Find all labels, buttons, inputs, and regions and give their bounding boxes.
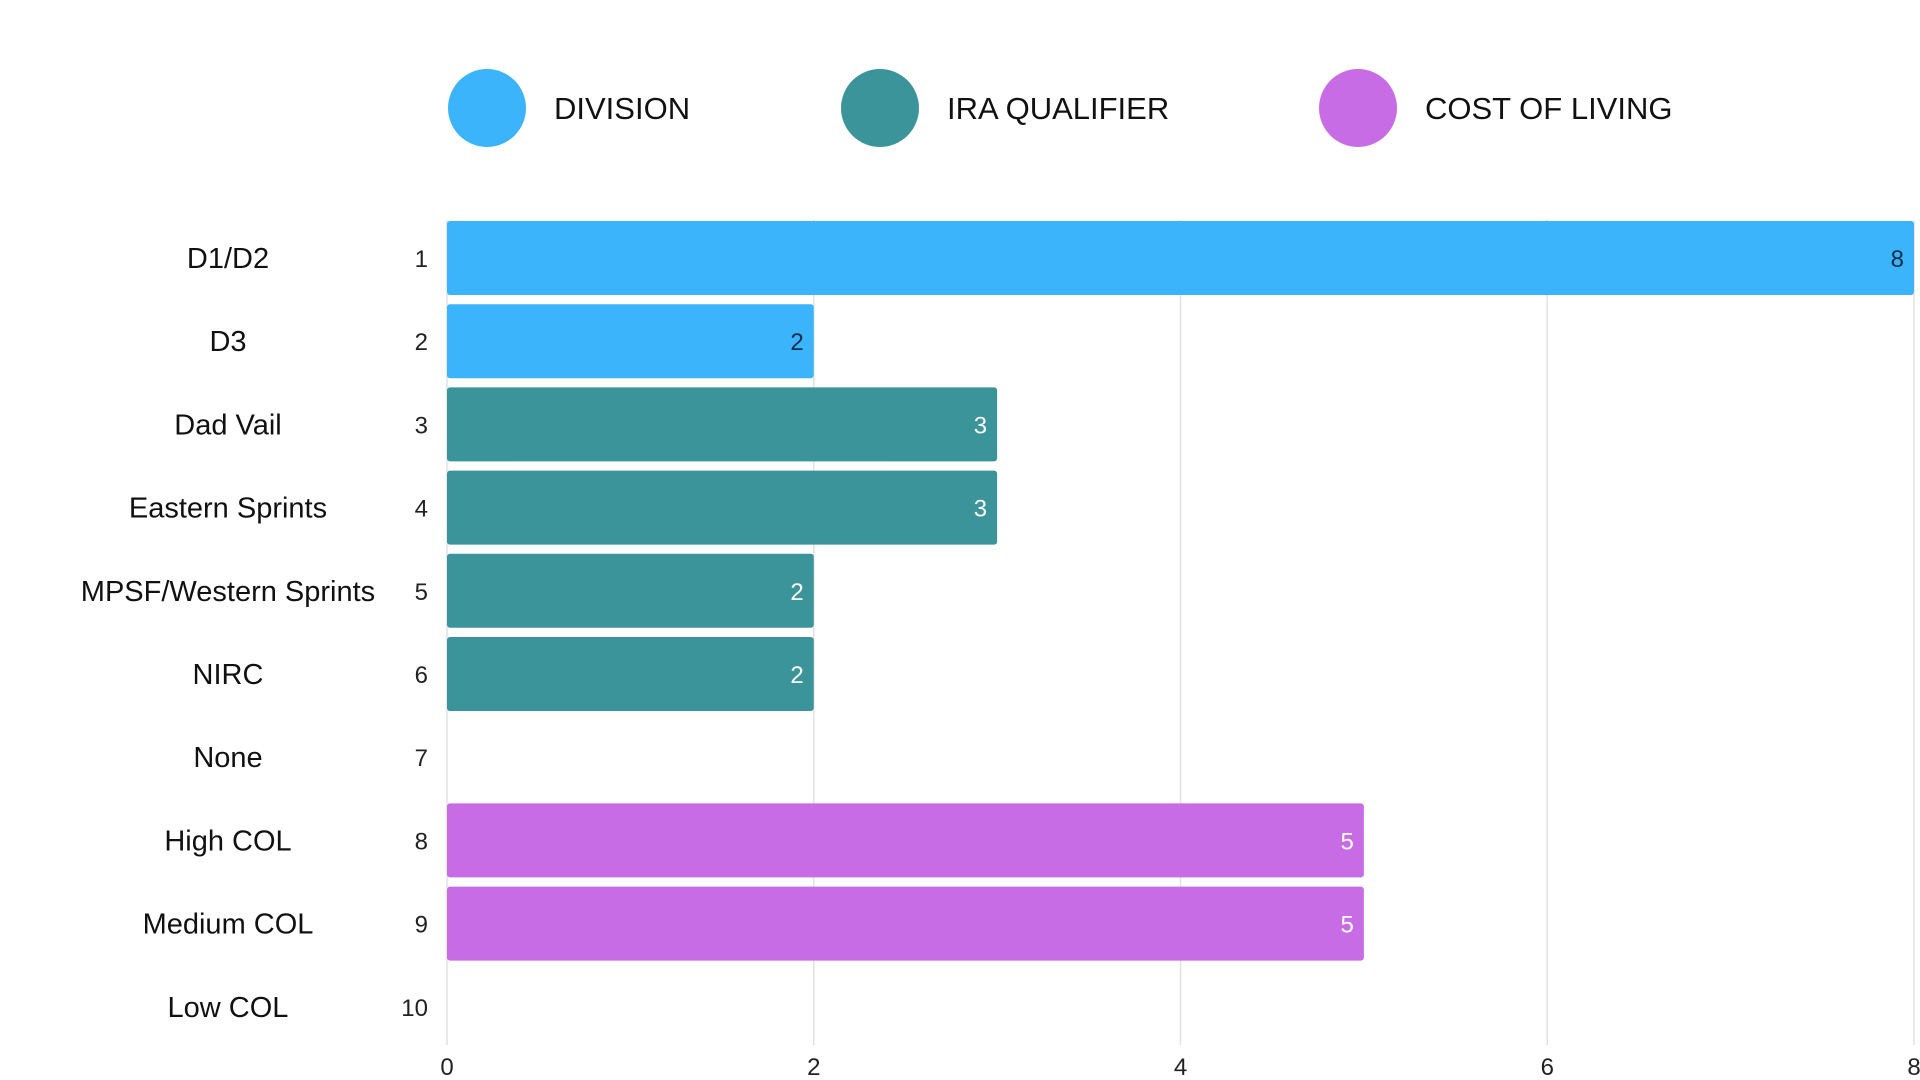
x-tick-label-6: 6 (1541, 1054, 1554, 1080)
value-label-mpsf-western-sprints: 2 (790, 579, 803, 606)
category-label-nirc: NIRC (193, 659, 264, 691)
category-label-low-col: Low COL (168, 992, 289, 1024)
value-label-eastern-sprints: 3 (974, 496, 987, 523)
bar-high-col[interactable] (447, 803, 1364, 878)
rank-label-3: 3 (415, 412, 428, 439)
legend-item-division[interactable]: DIVISION (448, 69, 690, 147)
legend: DIVISION IRA QUALIFIER COST OF LIVING (448, 69, 1672, 147)
bar-eastern-sprints[interactable] (447, 470, 998, 545)
x-tick-label-4: 4 (1174, 1054, 1187, 1080)
bars-layer: 8 2 3 3 2 2 5 5 (447, 221, 1914, 961)
bar-d1-d2[interactable] (447, 221, 1914, 295)
legend-label-cost-of-living: COST OF LIVING (1425, 91, 1672, 126)
value-label-nirc: 2 (790, 662, 803, 689)
legend-swatch-ira-qualifier (841, 69, 919, 147)
x-tick-label-8: 8 (1907, 1054, 1920, 1080)
bar-d3[interactable] (447, 304, 814, 379)
bar-nirc[interactable] (447, 637, 814, 711)
legend-swatch-cost-of-living (1319, 69, 1397, 147)
category-label-medium-col: Medium COL (143, 909, 314, 941)
category-label-high-col: High COL (164, 825, 291, 857)
bar-medium-col[interactable] (447, 886, 1364, 961)
x-tick-label-2: 2 (807, 1054, 820, 1080)
legend-label-division: DIVISION (554, 91, 690, 126)
x-axis-ticks: 0 2 4 6 8 (440, 1054, 1920, 1080)
category-label-mpsf-western-sprints: MPSF/Western Sprints (81, 576, 375, 608)
legend-item-ira-qualifier[interactable]: IRA QUALIFIER (841, 69, 1169, 147)
bar-mpsf-western-sprints[interactable] (447, 553, 814, 628)
category-label-d3: D3 (209, 326, 246, 358)
legend-swatch-division (448, 69, 526, 147)
value-label-dad-vail: 3 (974, 412, 987, 439)
rank-label-5: 5 (415, 579, 428, 606)
value-label-high-col: 5 (1341, 828, 1354, 855)
legend-item-cost-of-living[interactable]: COST OF LIVING (1319, 69, 1672, 147)
value-label-d3: 2 (790, 329, 803, 356)
rank-label-2: 2 (415, 329, 428, 356)
rank-label-8: 8 (415, 828, 428, 855)
category-label-none: None (193, 742, 262, 774)
bar-dad-vail[interactable] (447, 387, 998, 462)
rank-label-6: 6 (415, 662, 428, 689)
category-label-eastern-sprints: Eastern Sprints (129, 493, 327, 525)
labels-layer: D1/D2 1 D3 2 Dad Vail 3 Eastern Sprints 4 MPSF/W… (81, 243, 428, 1024)
value-label-d1-d2: 8 (1891, 246, 1904, 273)
category-label-d1-d2: D1/D2 (187, 243, 269, 275)
rank-label-10: 10 (401, 995, 428, 1022)
rank-label-7: 7 (415, 745, 428, 772)
x-tick-label-0: 0 (440, 1054, 453, 1080)
rank-label-9: 9 (415, 912, 428, 939)
value-label-medium-col: 5 (1341, 912, 1354, 939)
category-label-dad-vail: Dad Vail (174, 409, 281, 441)
legend-label-ira-qualifier: IRA QUALIFIER (947, 91, 1169, 126)
rank-label-4: 4 (415, 496, 428, 523)
rank-label-1: 1 (415, 246, 428, 273)
